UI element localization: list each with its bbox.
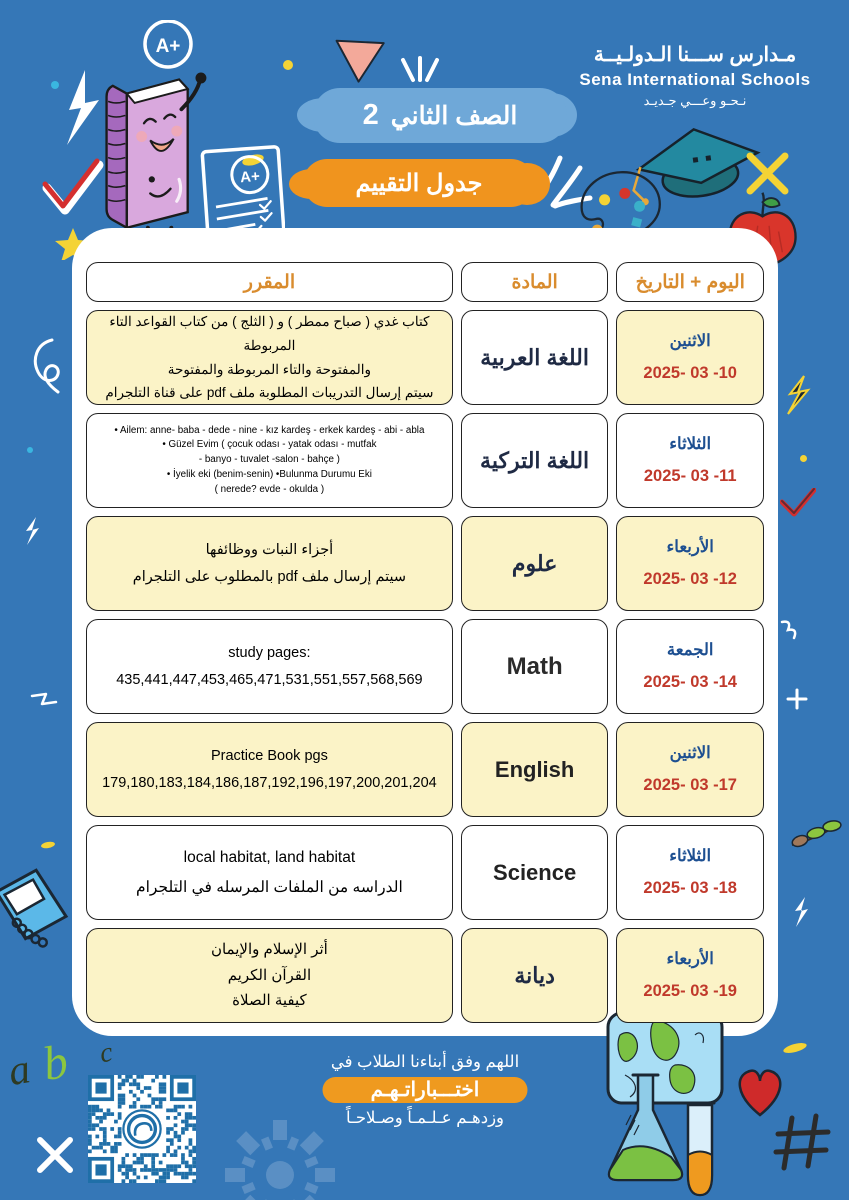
svg-text:b: b bbox=[39, 1035, 72, 1091]
svg-text:A+: A+ bbox=[240, 168, 261, 186]
svg-text:c: c bbox=[97, 1037, 115, 1070]
svg-text:a: a bbox=[5, 1046, 34, 1095]
svg-text:A+: A+ bbox=[156, 36, 181, 57]
